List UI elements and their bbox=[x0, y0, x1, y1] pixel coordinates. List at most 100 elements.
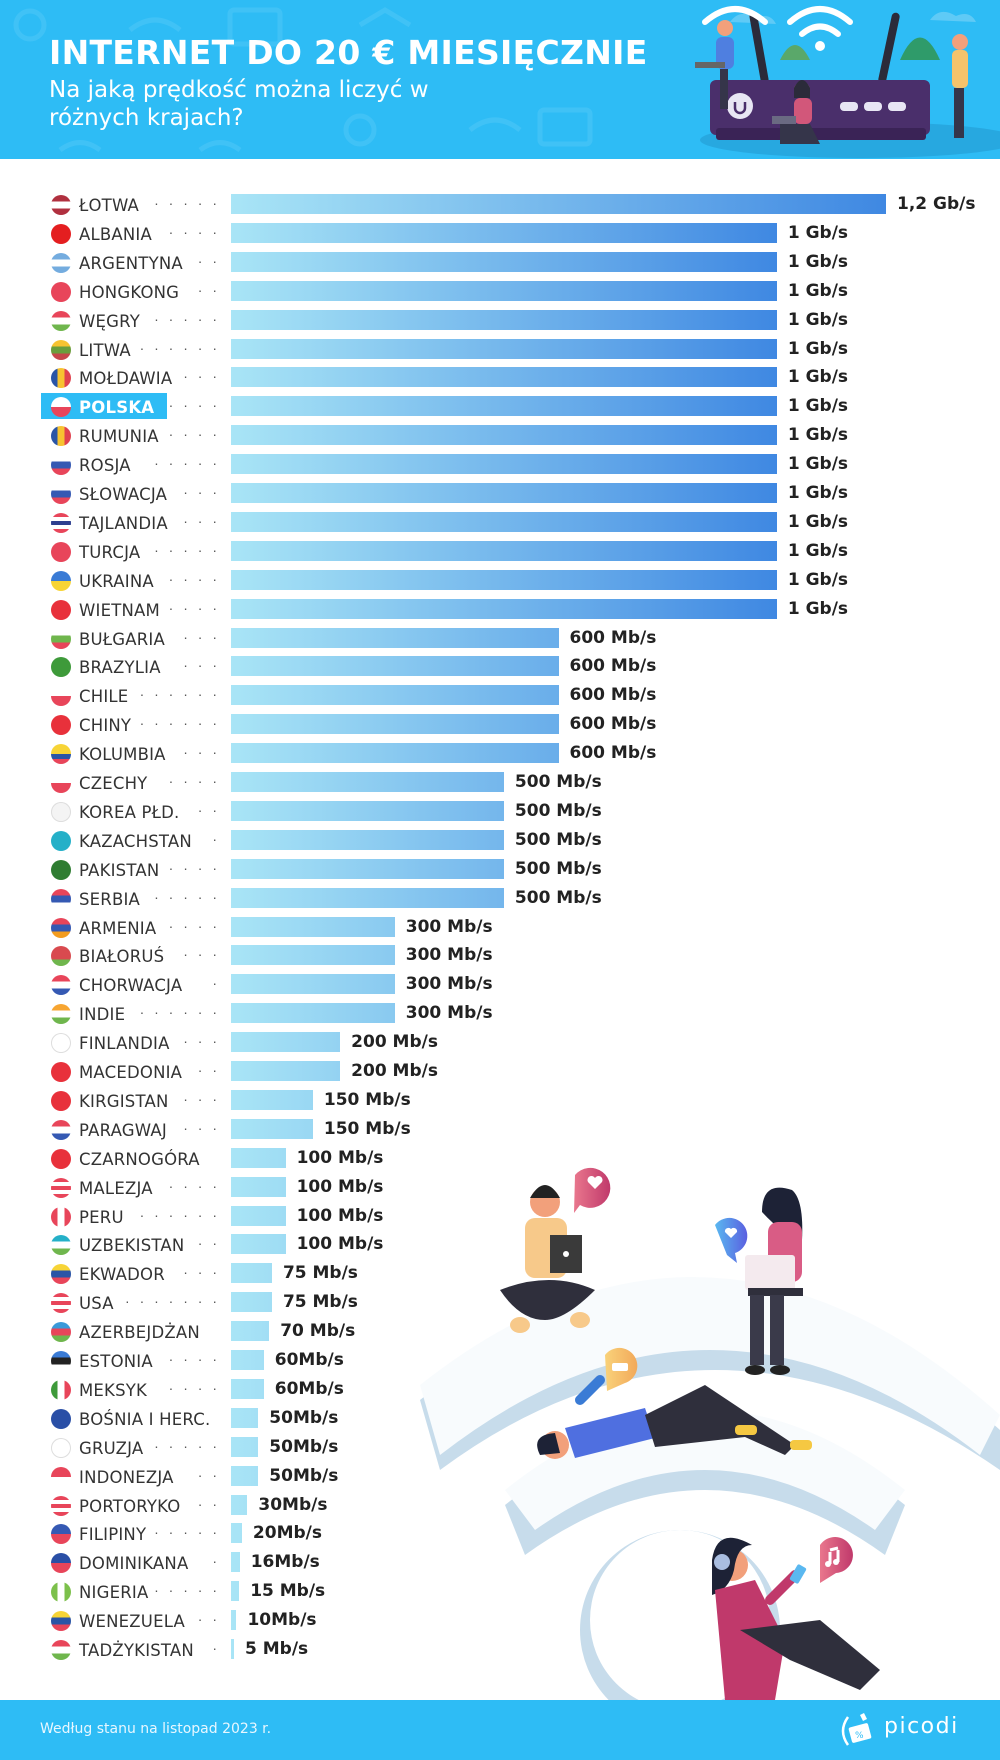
country-flag-icon bbox=[51, 1206, 71, 1227]
leader-dots: · bbox=[212, 830, 220, 847]
country-flag-icon bbox=[51, 195, 71, 215]
leader-dots: · · · · · · bbox=[139, 339, 220, 356]
country-label: DOMINIKANA bbox=[79, 1554, 189, 1574]
country-flag-icon bbox=[51, 1322, 71, 1343]
speed-bar bbox=[231, 858, 504, 879]
country-flag-icon bbox=[51, 801, 71, 822]
bar-row: MEKSYK · · · · 60Mb/s bbox=[0, 1375, 1000, 1404]
country-flag-icon bbox=[51, 917, 71, 938]
bar-row: PORTORYKO · · 30Mb/s bbox=[0, 1491, 1000, 1520]
speed-value-label: 1 Gb/s bbox=[787, 598, 849, 619]
speed-bar bbox=[231, 1350, 264, 1370]
country-label: USA bbox=[79, 1294, 114, 1314]
speed-value-label: 30Mb/s bbox=[258, 1494, 328, 1515]
leader-dots: · · · · · bbox=[154, 1582, 220, 1599]
country-label: PORTORYKO bbox=[79, 1496, 181, 1516]
leader-dots: · · bbox=[197, 1611, 220, 1628]
speed-bar bbox=[231, 396, 777, 417]
country-flag-icon bbox=[51, 541, 71, 562]
country-flag-icon bbox=[51, 1524, 71, 1545]
leader-dots: · · · · · bbox=[154, 1524, 220, 1541]
speed-bar bbox=[231, 1118, 313, 1139]
speed-value-label: 1 Gb/s bbox=[787, 396, 849, 417]
country-label: INDONEZJA bbox=[79, 1467, 174, 1487]
country-label: TADŻYKISTAN bbox=[79, 1641, 194, 1660]
speed-bar bbox=[231, 222, 777, 243]
speed-bar bbox=[231, 1378, 264, 1399]
background-pattern-icons bbox=[13, 7, 593, 153]
speed-value-label: 600 Mb/s bbox=[569, 685, 657, 706]
country-flag-icon bbox=[51, 744, 71, 765]
speed-bar bbox=[231, 1407, 259, 1428]
leader-dots: · · · · bbox=[168, 397, 220, 414]
country-label: KOLUMBIA bbox=[79, 745, 166, 765]
country-flag-icon bbox=[51, 888, 71, 909]
leader-dots: · · · · bbox=[168, 570, 220, 587]
bar-row: SŁOWACJA · · · 1 Gb/s bbox=[0, 479, 1000, 508]
speed-value-label: 16Mb/s bbox=[250, 1552, 320, 1573]
speed-bar bbox=[231, 1321, 270, 1342]
bar-row: EKWADOR · · · 75 Mb/s bbox=[0, 1259, 1000, 1288]
country-label: WIETNAM bbox=[79, 600, 160, 620]
speed-value-label: 1,2 Gb/s bbox=[897, 194, 976, 214]
leader-dots: · bbox=[212, 975, 220, 992]
country-flag-icon bbox=[51, 1640, 71, 1660]
speed-bar bbox=[231, 1176, 286, 1197]
leader-dots: · · · · · bbox=[154, 310, 220, 327]
country-flag-icon bbox=[51, 397, 71, 418]
country-label: CHINY bbox=[79, 716, 132, 736]
header-banner: INTERNET DO 20 € MIESIĘCZNIE Na jaką prę… bbox=[0, 0, 1000, 159]
page-title: INTERNET DO 20 € MIESIĘCZNIE bbox=[49, 33, 648, 72]
leader-dots: · · · bbox=[183, 657, 220, 674]
bar-row: CZECHY · · · · 500 Mb/s bbox=[0, 768, 1000, 797]
speed-value-label: 5 Mb/s bbox=[245, 1639, 309, 1659]
country-label: SŁOWACJA bbox=[79, 485, 168, 504]
speed-bar bbox=[231, 454, 777, 475]
country-label: KAZACHSTAN bbox=[79, 831, 192, 851]
country-label: GRUZJA bbox=[79, 1438, 144, 1458]
country-flag-icon bbox=[51, 715, 71, 736]
speed-value-label: 50Mb/s bbox=[269, 1465, 339, 1486]
speed-bar bbox=[231, 1523, 242, 1544]
leader-dots: · bbox=[212, 1640, 220, 1656]
speed-value-label: 50Mb/s bbox=[269, 1407, 339, 1428]
country-flag-icon bbox=[51, 512, 71, 533]
speed-bar bbox=[231, 1494, 248, 1515]
leader-dots: · · · · bbox=[168, 1351, 220, 1367]
country-flag-icon bbox=[51, 1466, 71, 1487]
speed-value-label: 50Mb/s bbox=[269, 1436, 339, 1457]
bar-row: INDONEZJA · · 50Mb/s bbox=[0, 1462, 1000, 1491]
speed-value-label: 200 Mb/s bbox=[351, 1032, 438, 1053]
country-label: ŁOTWA bbox=[79, 196, 140, 215]
speed-value-label: 1 Gb/s bbox=[787, 511, 849, 532]
speed-value-label: 200 Mb/s bbox=[351, 1061, 438, 1081]
speed-value-label: 75 Mb/s bbox=[282, 1263, 358, 1284]
speed-value-label: 75 Mb/s bbox=[282, 1292, 358, 1313]
bar-row: FINLANDIA · · · 200 Mb/s bbox=[0, 1028, 1000, 1057]
bar-row: WIETNAM · · · · 1 Gb/s bbox=[0, 595, 1000, 624]
country-flag-icon bbox=[51, 1235, 71, 1256]
speed-value-label: 1 Gb/s bbox=[787, 540, 849, 561]
bar-row: RUMUNIA · · · · 1 Gb/s bbox=[0, 421, 1000, 450]
leader-dots: · · · bbox=[183, 1264, 220, 1281]
speed-value-label: 60Mb/s bbox=[274, 1350, 344, 1370]
speed-bar bbox=[231, 251, 777, 272]
country-flag-icon bbox=[51, 1090, 71, 1111]
leader-dots: · · · · · · bbox=[139, 1206, 220, 1223]
country-flag-icon bbox=[51, 1582, 71, 1603]
country-flag-icon bbox=[51, 1004, 71, 1025]
speed-bar bbox=[231, 1263, 272, 1284]
bar-row: ALBANIA · · · · 1 Gb/s bbox=[0, 219, 1000, 248]
bar-row: CHINY · · · · · · 600 Mb/s bbox=[0, 710, 1000, 739]
leader-dots: · · · bbox=[183, 1090, 220, 1107]
bar-row: PERU · · · · · · 100 Mb/s bbox=[0, 1202, 1000, 1231]
country-label: TAJLANDIA bbox=[79, 513, 168, 533]
bar-row: ARMENIA · · · · 300 Mb/s bbox=[0, 913, 1000, 942]
leader-dots: · · · · bbox=[168, 859, 220, 876]
country-flag-icon bbox=[51, 1437, 71, 1458]
leader-dots: · · · · · · · bbox=[125, 1293, 220, 1310]
speed-bar bbox=[231, 309, 777, 330]
leader-dots: · · bbox=[197, 801, 220, 818]
speed-bar bbox=[231, 714, 559, 735]
country-flag-icon bbox=[51, 281, 71, 302]
